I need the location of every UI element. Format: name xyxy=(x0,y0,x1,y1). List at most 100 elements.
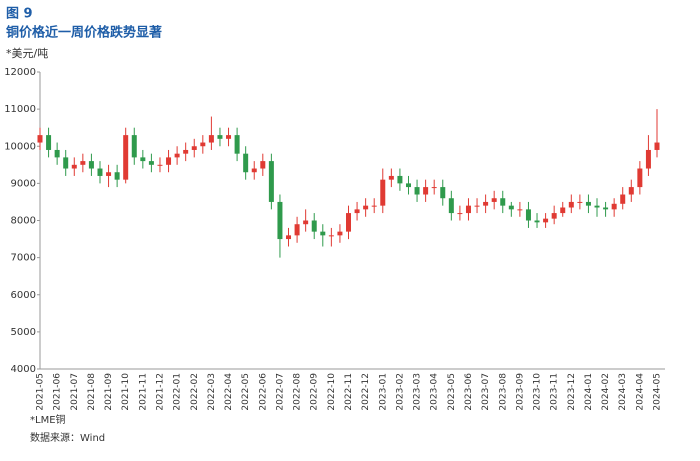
candle-body xyxy=(568,201,574,208)
candle-body xyxy=(448,198,454,214)
candle-body xyxy=(140,157,146,162)
candle-body xyxy=(543,218,549,223)
candle-body xyxy=(268,161,274,202)
candle-body xyxy=(551,213,557,219)
y-tick-label: 8000 xyxy=(11,216,36,227)
candle-body xyxy=(388,175,394,180)
y-tick-label: 6000 xyxy=(11,290,36,301)
x-tick-label: 2021-08 xyxy=(87,373,97,411)
candle-body xyxy=(251,168,257,173)
x-tick-label: 2024-03 xyxy=(618,373,628,411)
candle-body xyxy=(517,209,523,211)
candle-body xyxy=(243,153,249,173)
x-tick-label: 2022-04 xyxy=(224,373,234,411)
candle-body xyxy=(611,203,617,210)
candle-body xyxy=(620,194,626,204)
x-tick-label: 2022-12 xyxy=(361,373,371,411)
x-tick-label: 2021-09 xyxy=(104,373,114,411)
candle-body xyxy=(183,149,189,154)
candle-body xyxy=(148,161,154,165)
candle-body xyxy=(380,179,386,206)
x-tick-label: 2024-02 xyxy=(601,373,611,411)
candle-body xyxy=(628,187,634,195)
candle-body xyxy=(525,209,531,221)
candle-body xyxy=(371,205,377,207)
candle-body xyxy=(320,231,326,236)
candle-body xyxy=(166,157,172,165)
candle-body xyxy=(303,220,309,225)
x-tick-label: 2021-06 xyxy=(53,373,63,411)
candle-body xyxy=(483,201,489,206)
candle-body xyxy=(131,135,137,158)
candle-body xyxy=(114,172,120,180)
x-tick-label: 2022-03 xyxy=(207,373,217,411)
candle-body xyxy=(88,161,94,169)
candle-body xyxy=(440,187,446,199)
candle-body xyxy=(474,205,480,207)
candle-body xyxy=(431,187,437,189)
x-tick-label: 2024-01 xyxy=(584,373,594,411)
x-tick-label: 2023-04 xyxy=(430,373,440,411)
x-tick-label: 2023-01 xyxy=(378,373,388,411)
y-tick-label: 10000 xyxy=(4,141,36,152)
y-tick-label: 5000 xyxy=(11,327,36,338)
x-tick-label: 2024-04 xyxy=(635,373,645,411)
x-tick-label: 2023-12 xyxy=(567,373,577,411)
candle-body xyxy=(603,207,609,210)
candle-body xyxy=(191,146,197,150)
y-tick-label: 12000 xyxy=(4,67,36,78)
x-tick-label: 2024-05 xyxy=(653,373,663,411)
x-tick-label: 2023-08 xyxy=(498,373,508,411)
candle-body xyxy=(585,201,591,206)
x-tick-label: 2023-06 xyxy=(464,373,474,411)
x-tick-label: 2022-01 xyxy=(173,373,183,411)
candle-body xyxy=(234,135,240,154)
candle-body xyxy=(54,149,60,158)
x-tick-label: 2022-09 xyxy=(310,373,320,411)
candle-body xyxy=(508,205,514,210)
x-tick-label: 2023-07 xyxy=(481,373,491,411)
figure-label: 图 9 xyxy=(6,7,33,22)
candle-body xyxy=(46,135,52,150)
x-tick-label: 2021-05 xyxy=(36,373,46,411)
y-tick-label: 11000 xyxy=(4,104,36,115)
y-axis-label: *美元/吨 xyxy=(6,47,48,60)
candle-body xyxy=(337,231,343,236)
candle-body xyxy=(465,205,471,214)
x-tick-label: 2022-07 xyxy=(275,373,285,411)
candle-body xyxy=(174,153,180,158)
x-tick-label: 2022-02 xyxy=(190,373,200,411)
candle-body xyxy=(226,135,232,139)
candle-body xyxy=(71,164,77,169)
candle-body xyxy=(423,187,429,195)
x-tick-label: 2022-06 xyxy=(258,373,268,411)
candle-body xyxy=(37,135,43,143)
candle-body xyxy=(577,201,583,203)
candle-body xyxy=(637,168,643,188)
candle-body xyxy=(457,213,463,215)
candle-body xyxy=(354,209,360,214)
x-tick-label: 2023-11 xyxy=(550,373,560,411)
candle-body xyxy=(286,235,292,240)
candle-body xyxy=(363,205,369,210)
candle-body xyxy=(645,149,651,169)
candle-body xyxy=(594,205,600,208)
candle-body xyxy=(560,207,566,214)
candle-body xyxy=(500,198,506,206)
x-tick-label: 2023-02 xyxy=(395,373,405,411)
candle-body xyxy=(328,235,334,237)
x-tick-label: 2023-05 xyxy=(447,373,457,411)
candle-body xyxy=(405,183,411,188)
candle-body xyxy=(106,172,112,176)
x-tick-label: 2023-09 xyxy=(515,373,525,411)
y-tick-label: 7000 xyxy=(11,253,36,264)
candle-body xyxy=(397,175,403,184)
x-tick-label: 2022-10 xyxy=(327,373,337,411)
candle-body xyxy=(208,135,214,143)
candle-body xyxy=(157,164,163,166)
chart-title: 铜价格近一周价格跌势显著 xyxy=(5,25,162,41)
x-tick-label: 2022-11 xyxy=(344,373,354,411)
candle-body xyxy=(217,135,223,139)
x-tick-label: 2021-10 xyxy=(121,373,131,411)
